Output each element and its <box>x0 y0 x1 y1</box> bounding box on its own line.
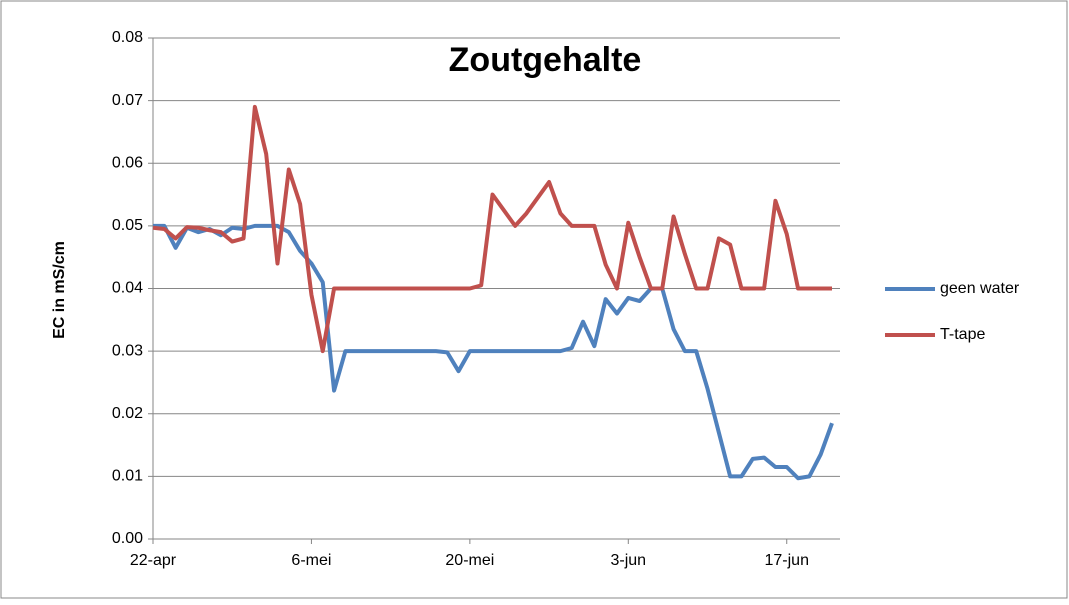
y-tick-label: 0.01 <box>112 468 143 485</box>
legend-label: T-tape <box>940 326 985 343</box>
y-tick-label: 0.07 <box>112 92 143 109</box>
y-tick-label: 0.03 <box>112 342 143 359</box>
x-tick-label: 6-mei <box>291 552 331 569</box>
chart-title: Zoutgehalte <box>449 41 642 79</box>
y-tick-label: 0.05 <box>112 217 143 234</box>
x-tick-label: 3-jun <box>611 552 647 569</box>
series-line <box>152 104 832 354</box>
y-axis-label: EC in mS/cm <box>51 241 68 339</box>
y-tick-label: 0.00 <box>112 530 143 547</box>
x-tick-label: 20-mei <box>445 552 494 569</box>
x-tick-label: 17-jun <box>764 552 808 569</box>
y-tick-label: 0.06 <box>112 154 143 171</box>
legend-label: geen water <box>940 280 1020 297</box>
y-tick-label: 0.02 <box>112 405 143 422</box>
x-tick-label: 22-apr <box>130 552 177 569</box>
series-line <box>153 223 834 481</box>
y-tick-label: 0.08 <box>112 29 143 46</box>
y-tick-label: 0.04 <box>112 280 143 297</box>
